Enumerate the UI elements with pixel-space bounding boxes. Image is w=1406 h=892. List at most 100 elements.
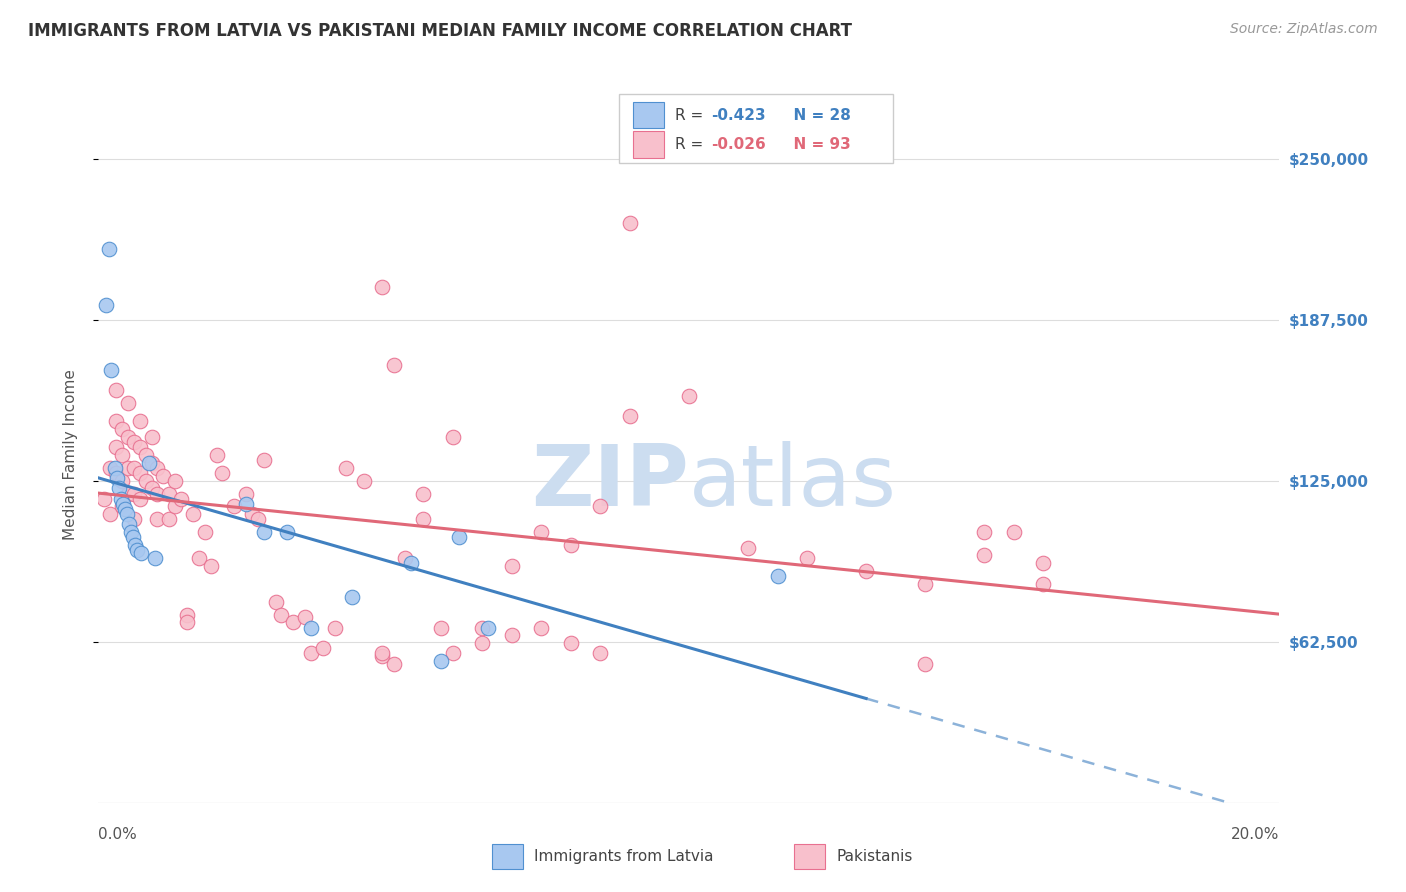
Point <box>335 460 357 475</box>
Point <box>973 549 995 563</box>
Point <box>141 430 163 444</box>
Point <box>105 440 128 454</box>
Point <box>117 486 139 500</box>
Point <box>394 551 416 566</box>
Point <box>98 460 121 475</box>
Point <box>412 486 434 500</box>
Point <box>152 468 174 483</box>
Point <box>143 551 166 566</box>
Text: -0.026: -0.026 <box>711 137 766 152</box>
Point <box>501 558 523 573</box>
Point <box>105 414 128 428</box>
Point <box>211 466 233 480</box>
Point <box>117 396 139 410</box>
Point <box>401 556 423 570</box>
Point <box>477 621 499 635</box>
Point <box>855 564 877 578</box>
Point <box>146 512 169 526</box>
Point <box>129 546 152 560</box>
Point <box>105 384 128 398</box>
Point <box>170 491 193 506</box>
Point <box>94 298 117 312</box>
Text: Pakistanis: Pakistanis <box>837 849 912 863</box>
Point <box>447 530 470 544</box>
Point <box>914 657 936 671</box>
Point <box>973 525 995 540</box>
Point <box>122 486 145 500</box>
Point <box>165 474 187 488</box>
Point <box>235 486 257 500</box>
Point <box>914 576 936 591</box>
Text: R =: R = <box>675 137 709 152</box>
Point <box>141 456 163 470</box>
Point <box>120 525 142 540</box>
Text: N = 93: N = 93 <box>783 137 851 152</box>
Point <box>122 435 145 450</box>
Point <box>105 471 128 485</box>
Point <box>441 430 464 444</box>
Point <box>181 507 204 521</box>
Point <box>93 491 115 506</box>
Point <box>194 525 217 540</box>
Point <box>138 456 160 470</box>
Point <box>253 453 276 467</box>
Point <box>589 500 612 514</box>
Point <box>117 430 139 444</box>
Point <box>796 551 818 566</box>
Point <box>224 500 246 514</box>
Point <box>560 538 582 552</box>
Point <box>157 512 180 526</box>
Point <box>110 491 132 506</box>
Point <box>115 507 138 521</box>
Point <box>114 502 136 516</box>
Text: -0.423: -0.423 <box>711 108 766 122</box>
Point <box>108 482 131 496</box>
Point <box>1032 556 1054 570</box>
Point <box>353 474 375 488</box>
Point <box>111 500 134 514</box>
Point <box>128 491 150 506</box>
Point <box>105 466 128 480</box>
Point <box>276 525 298 540</box>
Text: N = 28: N = 28 <box>783 108 851 122</box>
Point <box>176 607 198 622</box>
Point <box>111 448 134 462</box>
Point <box>122 512 145 526</box>
Point <box>146 486 169 500</box>
Point <box>111 422 134 436</box>
Point <box>530 525 553 540</box>
Point <box>312 641 335 656</box>
Point <box>253 525 276 540</box>
Point <box>246 512 269 526</box>
Point <box>382 657 405 671</box>
Point <box>98 507 121 521</box>
Point <box>117 460 139 475</box>
Point <box>1002 525 1025 540</box>
Point <box>1032 576 1054 591</box>
Point <box>382 358 405 372</box>
Point <box>560 636 582 650</box>
Point <box>299 646 322 660</box>
Point <box>135 474 157 488</box>
Point <box>165 500 187 514</box>
Point <box>501 628 523 642</box>
Text: ZIP: ZIP <box>531 442 689 524</box>
Point <box>371 280 394 294</box>
Point <box>471 621 494 635</box>
Point <box>270 607 292 622</box>
Point <box>121 530 143 544</box>
Point <box>412 512 434 526</box>
Point <box>111 474 134 488</box>
Text: Source: ZipAtlas.com: Source: ZipAtlas.com <box>1230 22 1378 37</box>
Point <box>124 538 146 552</box>
Point <box>283 615 305 630</box>
Text: atlas: atlas <box>689 442 897 524</box>
Point <box>323 621 346 635</box>
Point <box>737 541 759 555</box>
Point <box>112 497 135 511</box>
Point <box>530 621 553 635</box>
Y-axis label: Median Family Income: Median Family Income <box>63 369 77 541</box>
Text: 0.0%: 0.0% <box>98 827 138 841</box>
Point <box>589 646 612 660</box>
Point <box>371 646 394 660</box>
